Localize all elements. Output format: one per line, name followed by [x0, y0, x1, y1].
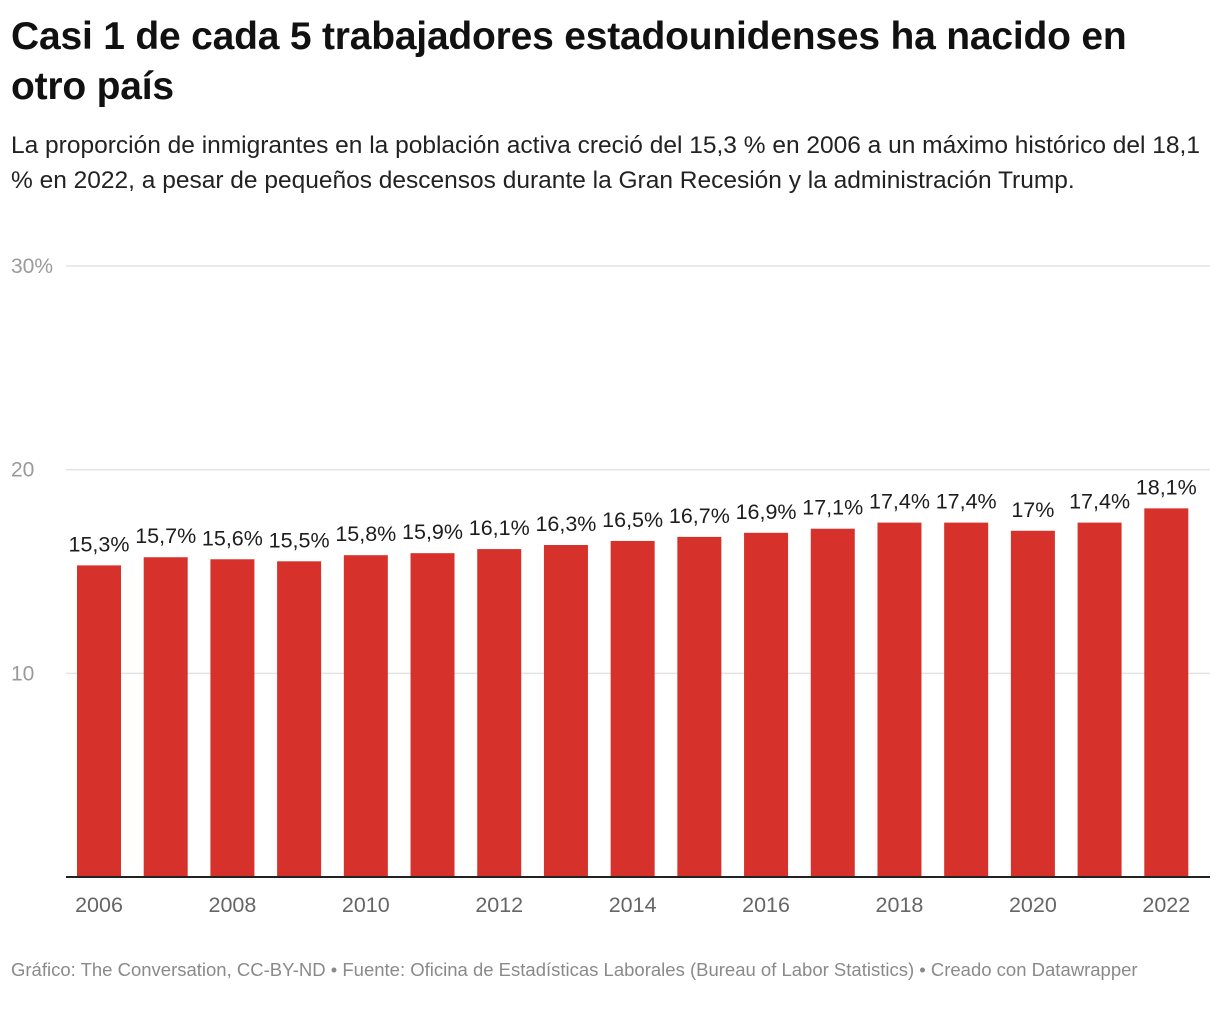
data-label: 16,7%	[669, 504, 730, 528]
bar	[210, 559, 255, 877]
data-label: 17,1%	[802, 496, 863, 520]
bar	[477, 549, 522, 877]
data-label: 16,9%	[736, 500, 797, 524]
bar	[343, 555, 388, 877]
y-tick-label: 30%	[11, 255, 53, 278]
data-label: 15,9%	[402, 520, 463, 544]
chart-subtitle: La proporción de inmigrantes en la pobla…	[11, 132, 1200, 194]
bar	[543, 545, 588, 877]
x-tick-label: 2010	[342, 893, 390, 917]
x-tick-label: 2016	[742, 893, 790, 917]
data-label: 18,1%	[1136, 475, 1197, 499]
data-label: 15,8%	[335, 522, 396, 546]
bar	[744, 532, 789, 877]
bar	[143, 557, 188, 877]
bar	[677, 536, 722, 877]
x-tick-label: 2022	[1142, 893, 1190, 917]
x-tick-label: 2018	[876, 893, 924, 917]
bar	[1077, 522, 1122, 877]
bar	[77, 565, 121, 877]
data-label: 16,1%	[469, 516, 530, 540]
x-tick-label: 2014	[609, 893, 657, 917]
x-tick-label: 2008	[208, 893, 256, 917]
data-label: 16,5%	[602, 508, 663, 532]
bar	[1144, 508, 1189, 877]
bar	[877, 522, 922, 877]
data-label: 15,3%	[69, 532, 130, 556]
data-label: 17%	[1011, 498, 1054, 522]
bar	[277, 561, 322, 877]
bar	[410, 553, 455, 877]
data-label: 15,6%	[202, 526, 263, 550]
data-label: 15,5%	[269, 528, 330, 552]
data-label: 17,4%	[936, 490, 997, 514]
y-tick-label: 10	[11, 662, 34, 685]
bar	[944, 522, 989, 877]
chart-title: Casi 1 de cada 5 trabajadores estadounid…	[11, 15, 1127, 108]
bar	[610, 540, 655, 877]
data-label: 16,3%	[535, 512, 596, 536]
x-tick-label: 2020	[1009, 893, 1057, 917]
x-tick-label: 2006	[75, 893, 123, 917]
y-tick-label: 20	[11, 459, 34, 482]
x-tick-label: 2012	[475, 893, 523, 917]
bar	[1010, 530, 1055, 877]
chart-footer: Gráfico: The Conversation, CC-BY-ND • Fu…	[11, 959, 1138, 980]
data-label: 15,7%	[135, 524, 196, 548]
bar	[810, 528, 855, 877]
data-label: 17,4%	[1069, 490, 1130, 514]
data-label: 17,4%	[869, 490, 930, 514]
